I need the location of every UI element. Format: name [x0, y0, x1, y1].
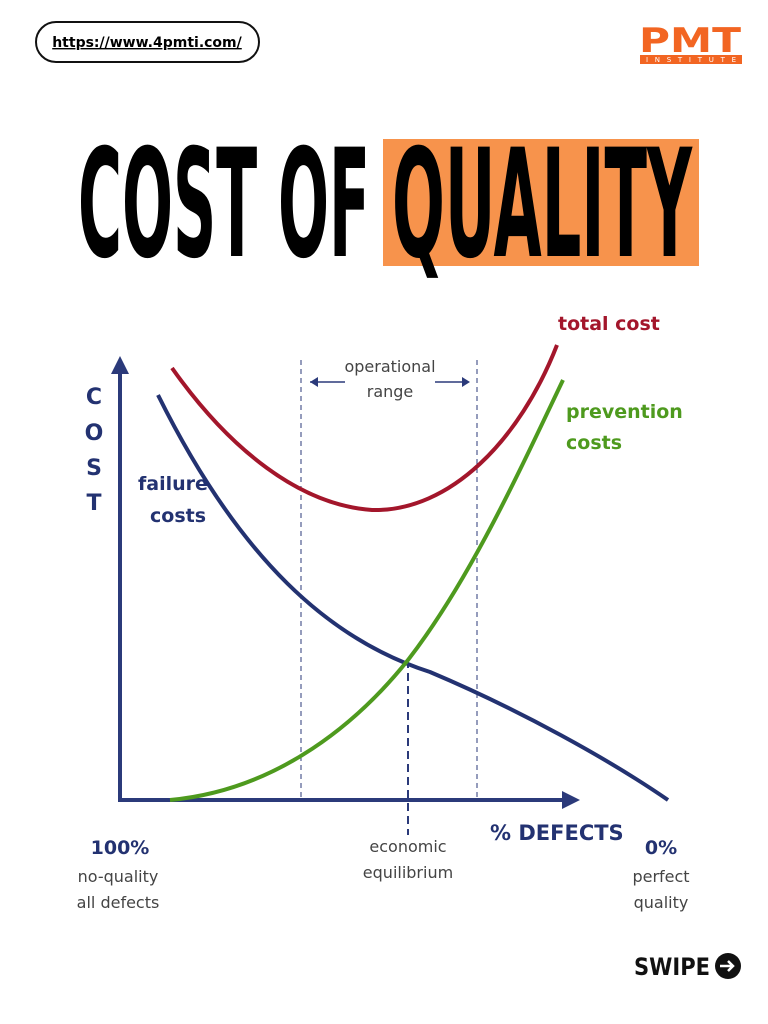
total-cost-label: total cost — [558, 313, 660, 335]
swipe-arrow — [720, 960, 735, 972]
arrowhead — [310, 377, 318, 387]
y-axis-letter: S — [86, 456, 102, 481]
right-end-value: 0% — [645, 837, 677, 859]
y-axis-letter: T — [86, 491, 101, 516]
prevention-cost-curve — [169, 379, 565, 802]
failure-cost-curve — [156, 394, 670, 802]
title-highlighted: QUALITY — [392, 118, 693, 292]
left-end-label: no-quality — [78, 867, 159, 886]
range-label: range — [367, 382, 414, 401]
arrowhead — [111, 356, 129, 374]
y-axis-letter: O — [85, 421, 104, 446]
url[interactable]: https://www.4pmti.com/ — [52, 35, 242, 51]
right-end-label: perfect — [632, 867, 689, 886]
left-end-label: all defects — [77, 893, 160, 912]
prevention-label: costs — [566, 432, 622, 454]
diagram — [111, 344, 670, 835]
title: COST OF — [78, 118, 370, 292]
range-label: operational — [344, 357, 435, 376]
prevention-label: prevention — [566, 401, 683, 423]
logo: PMT — [639, 21, 742, 61]
failure-label: costs — [150, 505, 206, 527]
arrowhead — [562, 791, 580, 809]
swipe-label[interactable]: SWIPE — [634, 953, 710, 981]
logo-bar — [640, 55, 742, 64]
url-pill[interactable] — [35, 21, 260, 63]
x-axis-label: % DEFECTS — [490, 821, 624, 845]
arrowhead — [462, 377, 470, 387]
title-highlight — [383, 139, 699, 266]
logo-sub: INSTITUTE — [646, 56, 736, 64]
middle-label: equilibrium — [363, 863, 453, 882]
left-end-value: 100% — [91, 837, 150, 859]
right-end-label: quality — [634, 893, 689, 912]
middle-label: economic — [369, 837, 446, 856]
total-cost-curve — [170, 344, 559, 513]
y-axis-letter: C — [86, 385, 102, 410]
failure-label: failure — [138, 473, 208, 495]
